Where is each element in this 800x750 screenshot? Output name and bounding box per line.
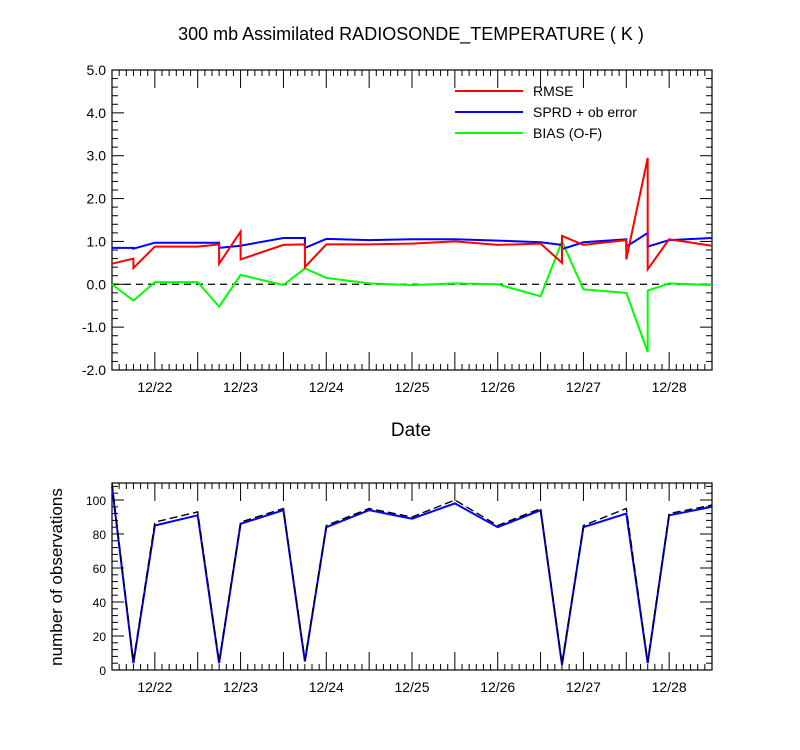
series-line-possible (111, 482, 713, 664)
bottom-plot: 12/22 12/23 12/24 12/25 12/26 12/27 12/28 0 20 40… (86, 482, 713, 695)
series-line-assimilated (111, 486, 713, 666)
x-tick-label: 12/24 (309, 679, 344, 695)
y-tick-label: 20 (93, 630, 107, 644)
y-tick-label: 1.0 (87, 233, 107, 249)
x-axis-label: Date (391, 420, 431, 441)
x-tick-label: 12/28 (652, 679, 687, 695)
legend-label: SPRD + ob error (533, 104, 637, 120)
y-tick-label: 40 (93, 596, 107, 610)
x-tick-label: 12/23 (223, 379, 258, 395)
x-tick-label: 12/26 (480, 679, 515, 695)
chart-title: 300 mb Assimilated RADIOSONDE_TEMPERATUR… (178, 24, 644, 45)
legend: RMSE SPRD + ob error BIAS (O-F) (455, 83, 637, 141)
bottom-y-axis-label: number of observations (47, 488, 66, 666)
x-tick-label: 12/23 (223, 679, 258, 695)
y-tick-label: 60 (93, 562, 107, 576)
x-tick-label: 12/22 (137, 679, 172, 695)
y-tick-label: 0 (99, 664, 106, 678)
series-line-rmse (111, 157, 713, 273)
series-line-bias-o-f (111, 238, 713, 353)
plot-frame (111, 482, 713, 671)
x-tick-label: 12/27 (566, 379, 601, 395)
x-tick-label: 12/26 (480, 379, 515, 395)
y-tick-label: 100 (86, 494, 106, 508)
y-tick-label: 4.0 (87, 105, 107, 121)
top-plot: 12/22 12/23 12/24 12/25 12/26 12/27 12/28 -2.0 -… (82, 62, 713, 395)
x-tick-label: 12/25 (394, 679, 429, 695)
x-tick-label: 12/28 (652, 379, 687, 395)
legend-label: BIAS (O-F) (533, 125, 602, 141)
y-tick-label: 3.0 (87, 148, 107, 164)
x-tick-label: 12/24 (309, 379, 344, 395)
y-tick-label: 0.0 (87, 276, 107, 292)
y-tick-label: -1.0 (82, 319, 106, 335)
y-tick-label: 80 (93, 528, 107, 542)
x-tick-label: 12/22 (137, 379, 172, 395)
x-tick-label: 12/25 (394, 379, 429, 395)
y-tick-label: 2.0 (87, 191, 107, 207)
y-tick-label: -2.0 (82, 362, 106, 378)
legend-label: RMSE (533, 83, 573, 99)
y-tick-label: 5.0 (87, 62, 107, 78)
x-tick-label: 12/27 (566, 679, 601, 695)
